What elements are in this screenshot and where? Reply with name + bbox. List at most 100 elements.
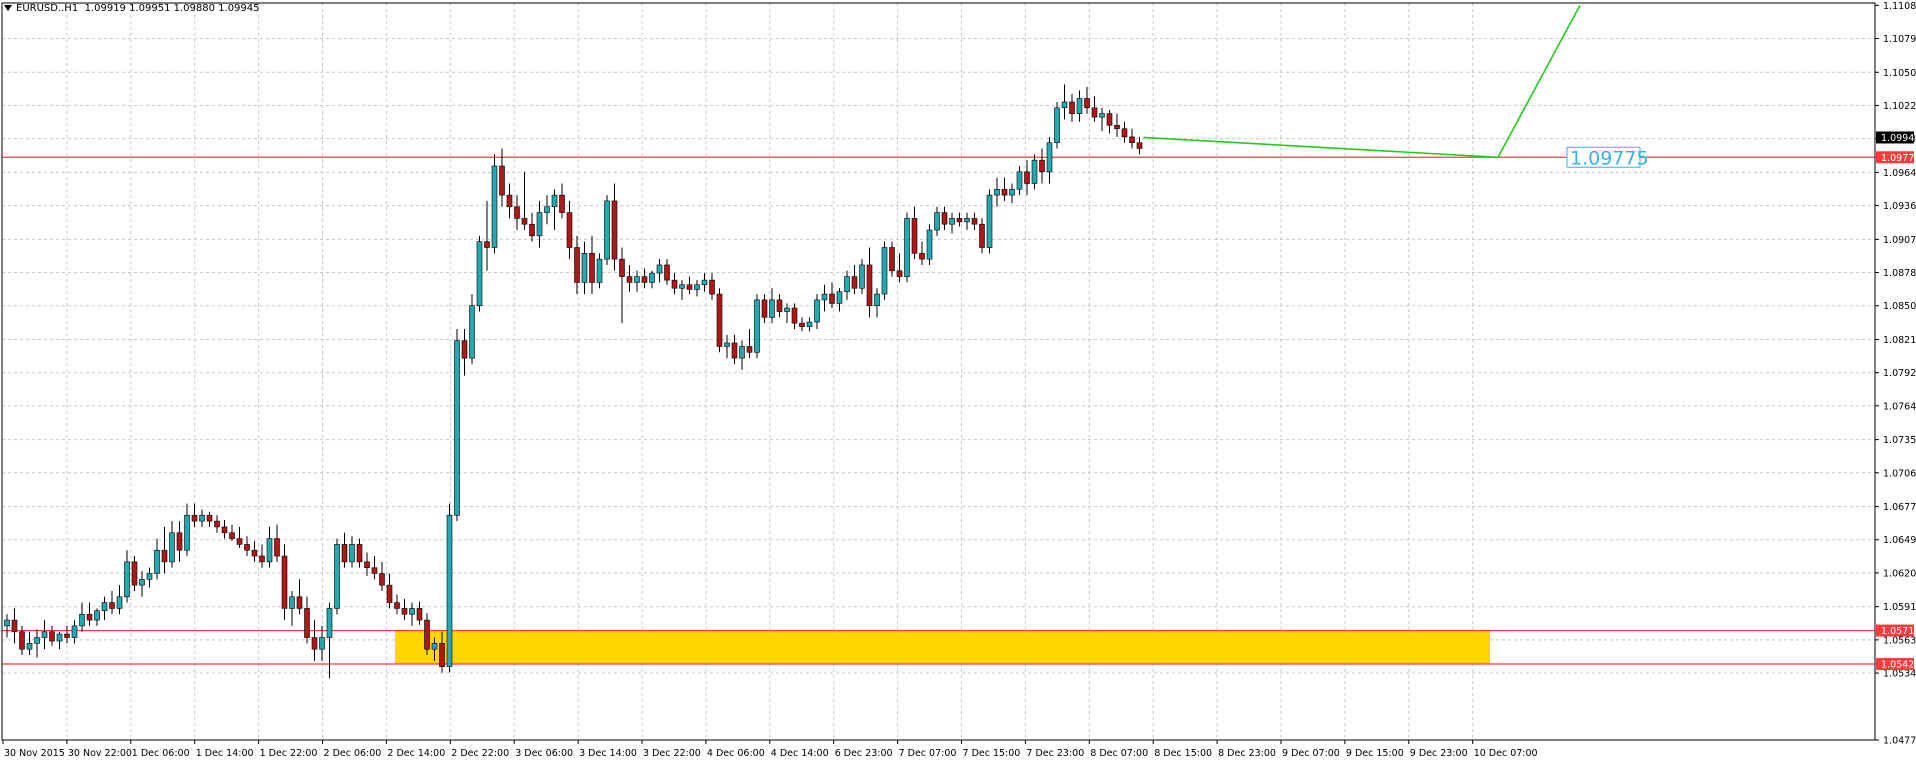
candle-body: [1054, 107, 1060, 144]
candle: [371, 556, 378, 580]
candle-body: [536, 212, 543, 237]
candle-body: [851, 276, 858, 289]
symbol-header[interactable]: EURUSD..H1 1.09919 1.09951 1.09880 1.099…: [4, 3, 260, 14]
candle-body: [559, 194, 565, 213]
candle-body: [1091, 107, 1098, 118]
x-tick-label: 9 Dec 23:00: [1410, 748, 1468, 759]
candle: [934, 206, 940, 236]
candle: [191, 503, 198, 527]
candle-body: [769, 299, 775, 318]
candle-body: [349, 544, 355, 563]
candle: [109, 590, 115, 615]
x-tick-label: 3 Dec 14:00: [579, 748, 637, 759]
support-zone[interactable]: [395, 630, 1490, 664]
current-price-label: 1.09945: [1881, 133, 1916, 144]
candle: [791, 303, 798, 330]
candle-body: [386, 584, 393, 603]
candle: [236, 526, 243, 548]
candle: [161, 526, 168, 574]
candle: [64, 625, 70, 644]
candle-body: [161, 549, 168, 563]
candle: [821, 284, 828, 312]
candle-body: [964, 218, 970, 223]
candle: [266, 526, 273, 568]
candle-body: [731, 342, 738, 359]
projection-path[interactable]: [1143, 4, 1581, 159]
dropdown-triangle-icon[interactable]: [4, 5, 12, 11]
candle: [1016, 166, 1023, 196]
candlesticks: [4, 84, 1143, 679]
candle-body: [814, 299, 820, 323]
candle: [244, 536, 250, 557]
candle-body: [26, 643, 33, 650]
price-annotation[interactable]: 1.09775: [1566, 146, 1649, 169]
projection-line[interactable]: [1143, 4, 1581, 159]
candle: [1084, 86, 1090, 114]
candle: [521, 171, 528, 231]
candle-body: [739, 346, 745, 359]
candle: [964, 212, 970, 231]
y-tick-label: 1.08210: [1883, 335, 1916, 346]
x-tick-label: 9 Dec 15:00: [1346, 748, 1404, 759]
candle: [596, 253, 603, 289]
candle-body: [431, 643, 438, 650]
candle-body: [784, 307, 790, 312]
candle-body: [19, 631, 25, 650]
candle: [724, 334, 730, 359]
candle: [26, 631, 33, 656]
candle-body: [1099, 113, 1105, 118]
x-tick-label: 3 Dec 06:00: [515, 748, 573, 759]
candle: [799, 317, 805, 332]
candle-body: [1129, 136, 1135, 144]
candle: [79, 602, 85, 632]
candle: [731, 334, 738, 364]
candle-body: [529, 223, 535, 237]
candle-body: [761, 299, 768, 318]
candle: [1114, 113, 1120, 137]
y-tick-label: 1.08500: [1883, 301, 1916, 312]
candle-body: [934, 212, 940, 231]
y-tick-label: 1.08785: [1883, 268, 1916, 279]
candle: [86, 602, 93, 626]
candle: [761, 294, 768, 324]
x-tick-label: 2 Dec 22:00: [451, 748, 509, 759]
candle-body: [236, 538, 243, 545]
candle-body: [356, 544, 363, 563]
candle: [619, 247, 625, 324]
candle: [304, 596, 310, 644]
candle-body: [664, 264, 670, 281]
candle: [214, 515, 220, 533]
candle-body: [919, 253, 925, 260]
candle: [476, 235, 483, 312]
annotation-box[interactable]: [1566, 146, 1641, 168]
candle: [289, 590, 295, 626]
candle-body: [266, 538, 273, 563]
candle: [686, 276, 693, 295]
y-tick-label: 1.05915: [1883, 602, 1916, 613]
support-zone-rect[interactable]: [395, 630, 1490, 664]
candle-body: [11, 619, 18, 633]
level-price-tag: [1876, 657, 1914, 670]
candle-body: [281, 555, 288, 609]
candle-body: [319, 637, 325, 650]
candle: [409, 602, 415, 626]
candle: [679, 280, 685, 300]
candle-body: [79, 613, 85, 627]
level-price-tag: [1876, 151, 1914, 164]
candle: [184, 503, 190, 557]
x-tick-label: 8 Dec 07:00: [1090, 748, 1148, 759]
candle-body: [611, 200, 618, 260]
candle: [154, 538, 160, 580]
candle-body: [4, 619, 10, 627]
candle: [1001, 177, 1008, 201]
candle-body: [409, 608, 415, 615]
candle: [671, 273, 678, 295]
candle: [349, 536, 355, 568]
candle: [11, 608, 18, 644]
plot-frame: [1, 2, 1876, 741]
candle: [611, 183, 618, 271]
candle-body: [671, 279, 678, 289]
candle: [911, 206, 918, 260]
